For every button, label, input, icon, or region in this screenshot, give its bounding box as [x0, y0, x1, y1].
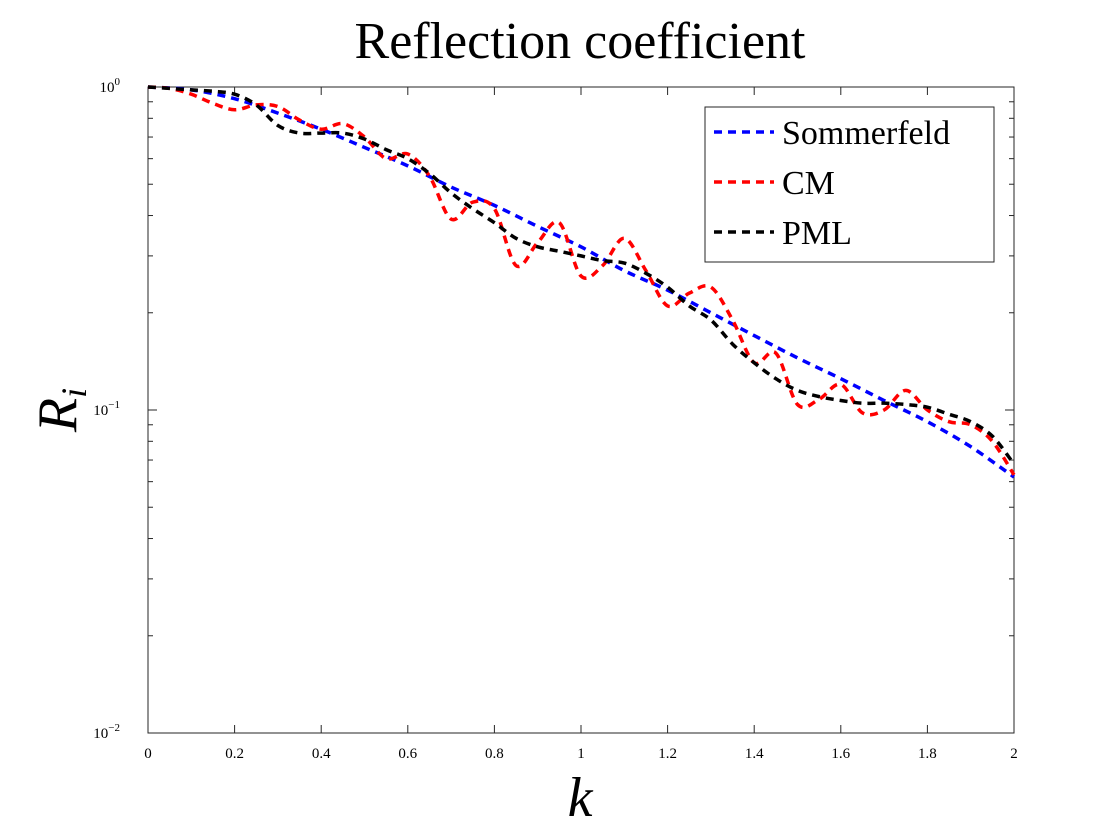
x-tick-label: 1.2	[658, 746, 677, 762]
x-tick-label: 0.4	[312, 746, 331, 762]
series-line-sommerfeld	[147, 85, 1016, 479]
series-line-cm	[147, 85, 1016, 476]
x-axis-label: k	[568, 767, 594, 829]
y-tick-base: 10	[93, 726, 108, 742]
y-axis-label: Ri	[27, 388, 94, 433]
y-axis-label-main: R	[27, 398, 89, 433]
legend-label-cm: CM	[782, 165, 835, 202]
x-tick-label: 0.8	[485, 746, 504, 762]
y-tick-base: 10	[100, 80, 115, 96]
y-tick-exponent: −1	[108, 399, 120, 411]
y-tick-exponent: 0	[115, 76, 121, 88]
series-lines	[147, 85, 1016, 479]
chart-title: Reflection coefficient	[355, 13, 806, 70]
series-line-pml	[147, 85, 1016, 466]
y-tick-label: 10−1	[93, 399, 120, 419]
y-tick-exponent: −2	[108, 722, 120, 734]
y-tick-label: 10−2	[93, 722, 120, 742]
x-tick-label: 1.8	[918, 746, 937, 762]
x-tick-label: 1	[577, 746, 585, 762]
legend-box	[704, 106, 995, 263]
legend-label-sommerfeld: Sommerfeld	[782, 115, 950, 152]
y-tick-base: 10	[93, 403, 108, 419]
x-tick-label: 1.6	[831, 746, 850, 762]
legend-label-pml: PML	[782, 215, 852, 252]
legend: Sommerfeld CM PML	[704, 106, 995, 263]
x-tick-label: 0.6	[398, 746, 417, 762]
y-axis-label-subscript: i	[54, 388, 94, 398]
y-tick-label: 100	[100, 76, 121, 96]
x-tick-label: 2	[1010, 746, 1018, 762]
x-tick-label: 1.4	[745, 746, 764, 762]
x-tick-label: 0	[144, 746, 152, 762]
x-tick-label: 0.2	[225, 746, 244, 762]
